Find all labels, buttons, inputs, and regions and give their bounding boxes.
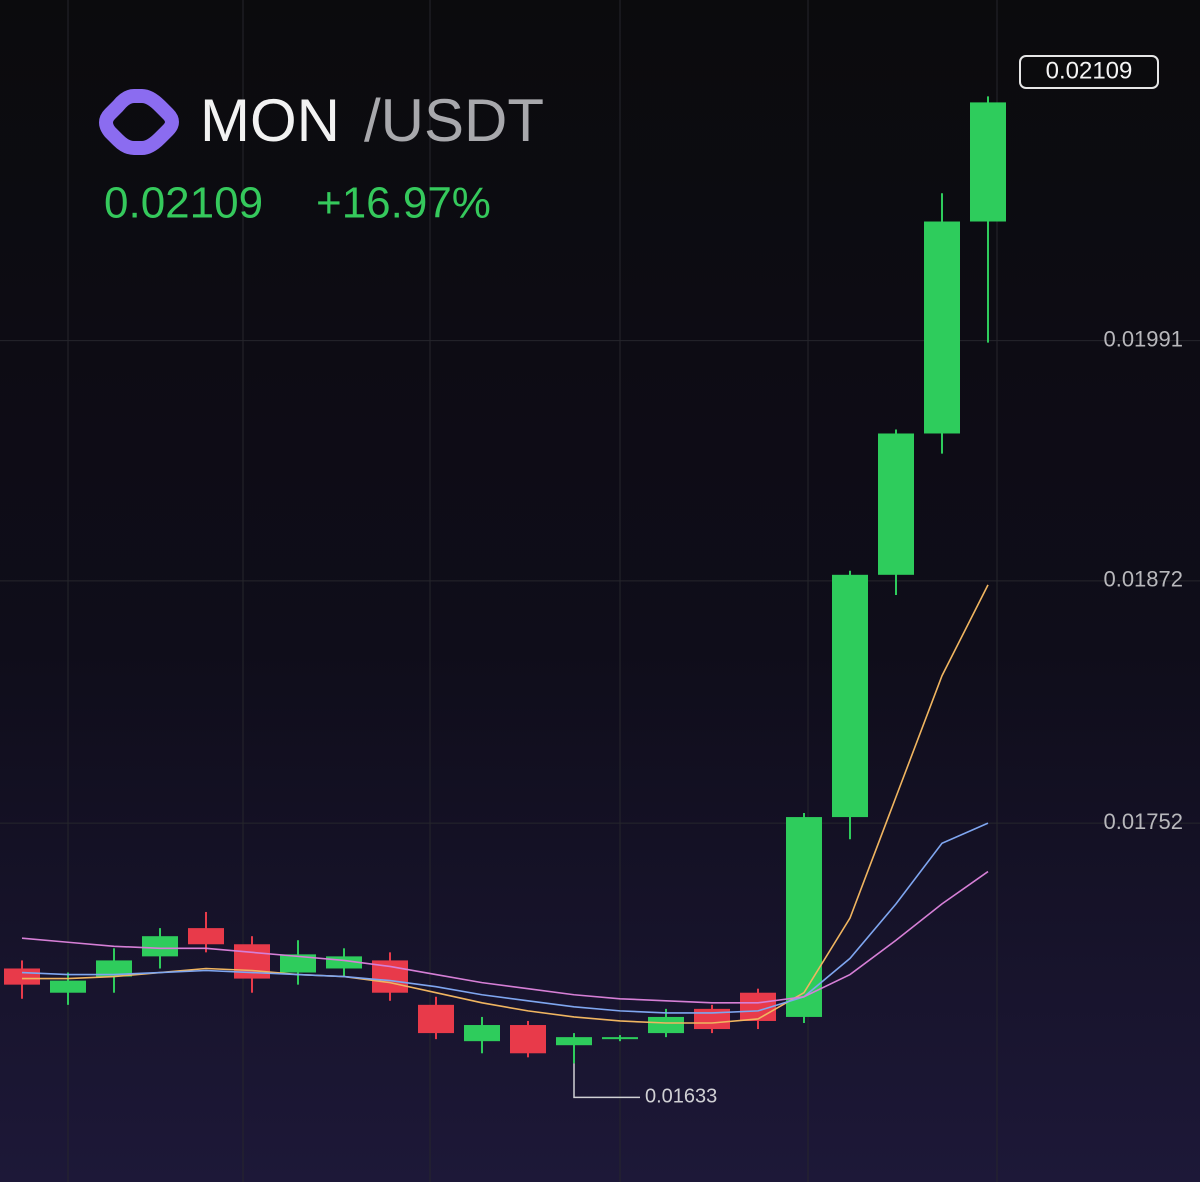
candle-body [4,968,40,985]
last-price-tag-label: 0.02109 [1046,57,1133,84]
candle-body [602,1037,638,1040]
price-change: +16.97% [316,179,491,228]
last-price-tag [1019,55,1159,89]
low-marker [573,1063,640,1099]
candle-body [832,574,868,818]
quote-asset: /USDT [364,87,544,154]
last-price: 0.02109 [104,179,263,228]
candle-body [970,102,1006,222]
moving-average [21,870,989,1004]
moving-average [21,822,989,1014]
candle-body [464,1025,500,1042]
candle-body [648,1016,684,1034]
y-tick-label: 0.01752 [1103,809,1183,834]
candle-body [556,1037,592,1046]
plot: 0.01752 0.01872 0.01991 0.01633 0.02109 [0,55,1200,1108]
candle-body [188,928,224,945]
low-label: 0.01633 [645,1086,717,1108]
candle-body [924,221,960,434]
candle-body [280,954,316,973]
candle-body [694,1008,730,1030]
y-tick-label: 0.01872 [1103,567,1183,592]
candle-body [786,817,822,1017]
base-asset: MON [200,87,340,154]
moving-average [22,584,989,1024]
logo [99,89,179,155]
candle-body [878,433,914,575]
candle-body [50,980,86,993]
candle-body [142,936,178,957]
candle-body [510,1025,546,1054]
y-tick-label: 0.01991 [1103,326,1183,351]
candle-body [96,960,132,977]
candle-body [418,1004,454,1034]
